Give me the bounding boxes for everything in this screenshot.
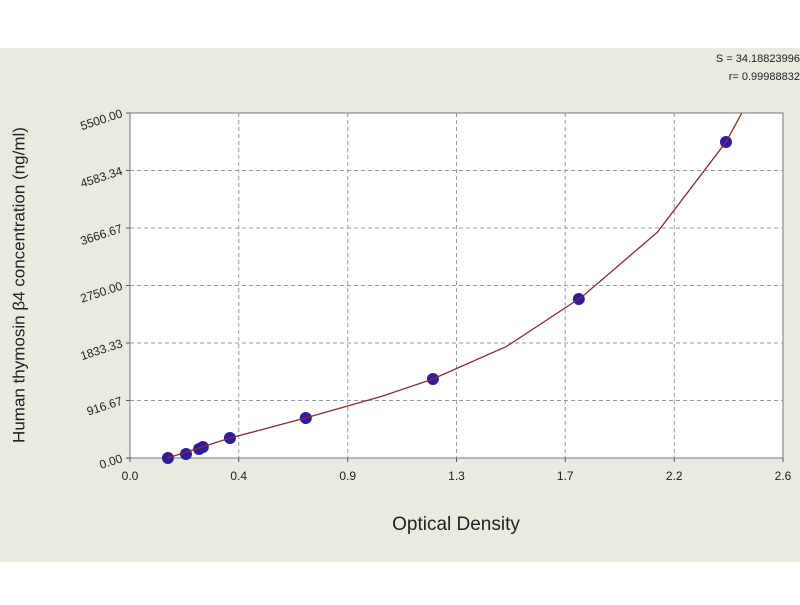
x-axis-title: Optical Density <box>392 514 520 535</box>
fit-s-annotation: S = 34.18823996 <box>716 53 800 65</box>
x-tick-label: 1.3 <box>448 469 465 483</box>
fit-curve <box>167 112 743 459</box>
x-tick-label: 1.7 <box>557 469 574 483</box>
x-tick-label: 0.4 <box>230 469 247 483</box>
y-axis-title: Human thymosin β4 concentration (ng/ml) <box>9 127 28 443</box>
x-tick-label: 0.0 <box>122 469 139 483</box>
x-tick-label: 2.2 <box>666 469 683 483</box>
x-tick-label: 0.9 <box>339 469 356 483</box>
x-tick-label: 2.6 <box>775 469 792 483</box>
y-tick-label: 0.00 <box>98 451 125 472</box>
fit-r-annotation: r= 0.99988832 <box>729 71 800 83</box>
